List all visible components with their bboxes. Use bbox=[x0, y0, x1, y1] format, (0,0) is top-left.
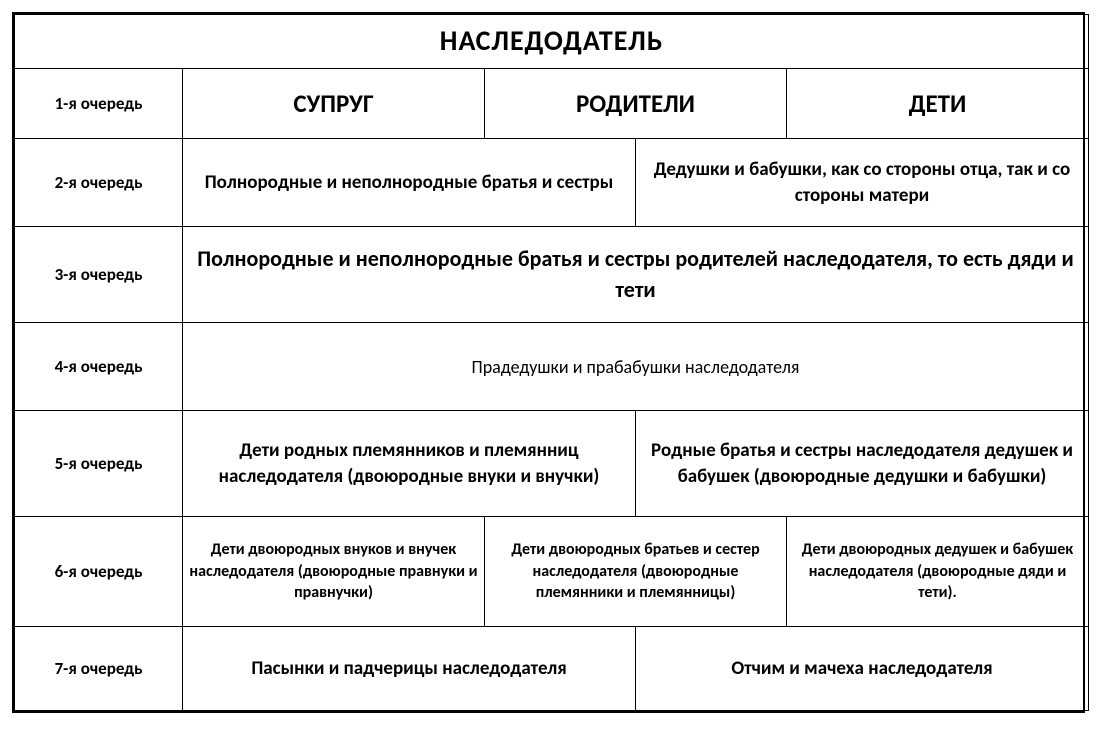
table-row-1: 1-я очередь СУПРУГ РОДИТЕЛИ ДЕТИ bbox=[15, 69, 1089, 139]
row1-cell-2: РОДИТЕЛИ bbox=[485, 69, 787, 139]
row1-cell-3: ДЕТИ bbox=[787, 69, 1089, 139]
table-row-3: 3-я очередь Полнородные и неполнородные … bbox=[15, 227, 1089, 323]
table-row-4: 4-я очередь Прадедушки и прабабушки насл… bbox=[15, 323, 1089, 411]
row5-label: 5-я очередь bbox=[15, 411, 183, 517]
table-row-6: 6-я очередь Дети двоюродных внуков и вну… bbox=[15, 517, 1089, 627]
table-row-5: 5-я очередь Дети родных племянников и пл… bbox=[15, 411, 1089, 517]
row7-cell-1: Пасынки и падчерицы наследодателя bbox=[183, 627, 636, 711]
row2-label: 2-я очередь bbox=[15, 139, 183, 227]
row6-cell-3: Дети двоюродных дедушек и бабушек наслед… bbox=[787, 517, 1089, 627]
inheritance-table: НАСЛЕДОДАТЕЛЬ 1-я очередь СУПРУГ РОДИТЕЛ… bbox=[14, 14, 1089, 711]
row5-cell-1: Дети родных племянников и племянниц насл… bbox=[183, 411, 636, 517]
row6-label: 6-я очередь bbox=[15, 517, 183, 627]
row2-cell-1: Полнородные и неполнородные братья и сес… bbox=[183, 139, 636, 227]
table-row-2: 2-я очередь Полнородные и неполнородные … bbox=[15, 139, 1089, 227]
row5-cell-2: Родные братья и сестры наследодателя дед… bbox=[636, 411, 1089, 517]
row3-label: 3-я очередь bbox=[15, 227, 183, 323]
row4-label: 4-я очередь bbox=[15, 323, 183, 411]
row6-cell-2: Дети двоюродных братьев и сестер наследо… bbox=[485, 517, 787, 627]
table-title-row: НАСЛЕДОДАТЕЛЬ bbox=[15, 15, 1089, 69]
table-title: НАСЛЕДОДАТЕЛЬ bbox=[15, 15, 1089, 69]
row1-label: 1-я очередь bbox=[15, 69, 183, 139]
row4-cell-1: Прадедушки и прабабушки наследодателя bbox=[183, 323, 1089, 411]
row7-label: 7-я очередь bbox=[15, 627, 183, 711]
row1-cell-1: СУПРУГ bbox=[183, 69, 485, 139]
row6-cell-1: Дети двоюродных внуков и внучек наследод… bbox=[183, 517, 485, 627]
row3-cell-1: Полнородные и неполнородные братья и сес… bbox=[183, 227, 1089, 323]
inheritance-table-container: НАСЛЕДОДАТЕЛЬ 1-я очередь СУПРУГ РОДИТЕЛ… bbox=[12, 12, 1085, 713]
row7-cell-2: Отчим и мачеха наследодателя bbox=[636, 627, 1089, 711]
table-row-7: 7-я очередь Пасынки и падчерицы наследод… bbox=[15, 627, 1089, 711]
row2-cell-2: Дедушки и бабушки, как со стороны отца, … bbox=[636, 139, 1089, 227]
